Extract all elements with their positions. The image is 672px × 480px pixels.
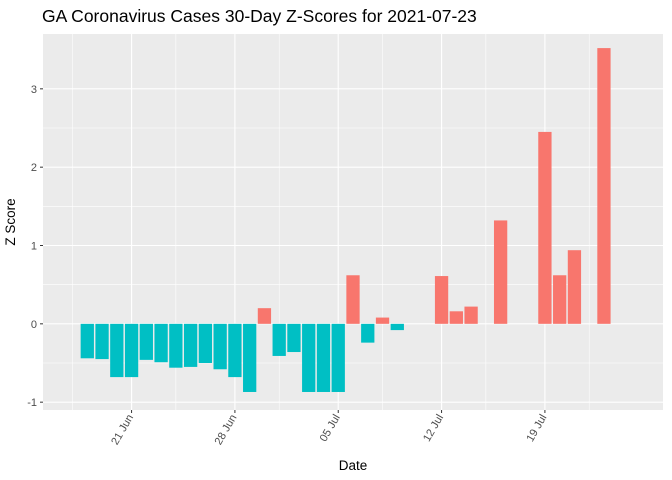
- y-tick-label: 3: [31, 84, 37, 96]
- bar: [198, 323, 213, 363]
- x-axis-title: Date: [339, 458, 368, 473]
- major-gridlines: [43, 34, 663, 410]
- y-tick-label: 0: [31, 319, 37, 331]
- x-tick-label: 19 Jul: [524, 413, 549, 444]
- bar: [169, 323, 183, 368]
- bar: [361, 323, 375, 343]
- bar: [567, 250, 582, 324]
- y-tick-label: 2: [31, 162, 37, 174]
- bar: [493, 220, 508, 324]
- bar: [124, 323, 139, 378]
- bar: [375, 317, 390, 324]
- bar: [228, 323, 242, 378]
- bar: [272, 323, 286, 356]
- bar: [538, 131, 552, 324]
- bar: [139, 323, 153, 360]
- bar: [287, 323, 301, 353]
- y-axis-title: Z Score: [3, 198, 18, 245]
- bar: [80, 323, 94, 359]
- y-tick-label: -1: [27, 397, 37, 409]
- bar: [346, 275, 360, 324]
- bar: [390, 323, 404, 331]
- bar: [110, 323, 124, 378]
- y-tick-label: 1: [31, 241, 37, 253]
- x-tick-label: 05 Jul: [318, 413, 343, 444]
- bar: [316, 323, 331, 392]
- bar: [95, 323, 109, 360]
- bars: [80, 48, 611, 392]
- bar: [597, 48, 611, 324]
- bar: [154, 323, 168, 363]
- bar: [331, 323, 345, 392]
- bar: [183, 323, 198, 367]
- minor-gridlines: [43, 34, 663, 410]
- x-tick-label: 12 Jul: [421, 413, 446, 444]
- bar: [449, 311, 463, 324]
- x-tick-label: 21 Jun: [109, 413, 136, 448]
- bar: [243, 323, 257, 392]
- x-tick-label: 28 Jun: [213, 413, 240, 448]
- bar: [464, 306, 478, 324]
- x-axis: 21 Jun 28 Jun 05 Jul 12 Jul 19 Jul: [109, 410, 550, 448]
- bar: [553, 275, 567, 324]
- bar: [302, 323, 316, 392]
- bar: [213, 323, 227, 370]
- chart-title: GA Coronavirus Cases 30-Day Z-Scores for…: [42, 6, 477, 26]
- bar: [434, 276, 449, 324]
- bar: [257, 308, 272, 324]
- y-axis: -1 0 1 2 3: [27, 84, 43, 409]
